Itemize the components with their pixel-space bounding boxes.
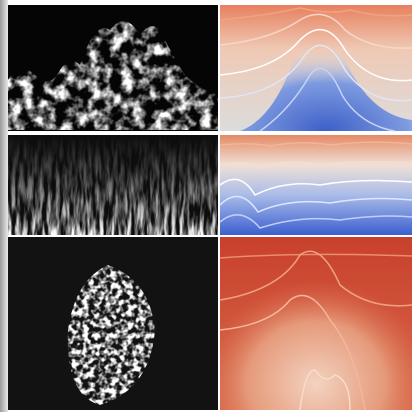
speckle-texture (8, 135, 218, 235)
light-region (220, 237, 412, 410)
page (0, 0, 420, 412)
shadow (0, 0, 8, 412)
figure-grid (0, 0, 420, 412)
